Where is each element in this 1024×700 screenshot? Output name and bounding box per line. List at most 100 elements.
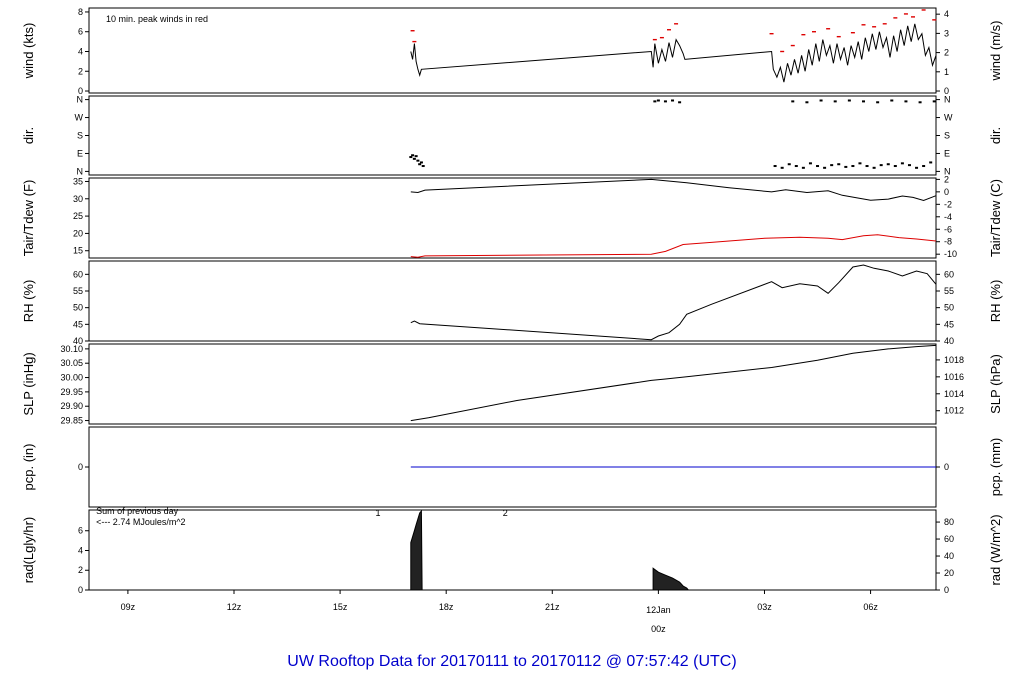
x-tick-label: 12z (227, 602, 242, 612)
y-tick-label: 25 (73, 211, 83, 221)
y-right-tick-label: 40 (944, 336, 954, 346)
direction-point (663, 100, 667, 103)
y-tick-label: 2 (78, 66, 83, 76)
direction-point (918, 101, 922, 104)
y-axis-label-right: pcp. (mm) (988, 438, 1003, 497)
x-tick-label: 15z (333, 602, 348, 612)
y-right-tick-label: 1012 (944, 406, 964, 416)
y-right-tick-label: -6 (944, 224, 952, 234)
y-tick-label: 55 (73, 286, 83, 296)
panel-frame (88, 509, 937, 591)
y-right-tick-label: 1016 (944, 372, 964, 382)
x-tick-label: 18z (439, 602, 454, 612)
x-axis: 09z 12z 15z 18z 21z 03z 06z 12Jan 00z (121, 590, 878, 634)
series-line-data (410, 23, 937, 83)
y-tick-label: S (77, 131, 83, 141)
direction-point (794, 165, 798, 168)
x-tick-label: 09z (121, 602, 136, 612)
direction-point (411, 154, 415, 157)
y-axis-label: pcp. (in) (21, 444, 36, 491)
y-tick-label: 29.95 (60, 387, 83, 397)
day-marker-sublabel: 00z (651, 624, 666, 634)
direction-point (890, 99, 894, 102)
y-right-tick-label: 1 (944, 67, 949, 77)
day-marker-label: 12Jan (646, 605, 671, 615)
direction-point (773, 165, 777, 168)
direction-point (409, 156, 413, 159)
panel-frame (88, 7, 937, 94)
panel-4: 40 45 50 55 60 40 45 50 55 60 RH (%) RH (%) (21, 260, 1003, 346)
y-tick-label: 45 (73, 319, 83, 329)
direction-point (780, 166, 784, 169)
peak-wind-note: 10 min. peak winds in red (106, 14, 208, 24)
y-right-tick-label: -2 (944, 199, 952, 209)
panel-frame (88, 177, 937, 259)
y-tick-label: 6 (78, 27, 83, 37)
panel-frame (88, 260, 937, 342)
y-tick-label: N (77, 95, 84, 105)
radiation-annotation: <--- 2.74 MJoules/m^2 (96, 517, 186, 527)
panel-frame (88, 343, 937, 425)
y-tick-label: 2 (78, 565, 83, 575)
series-line-data (410, 264, 937, 341)
y-right-tick-label: 55 (944, 286, 954, 296)
panel-5: 29.85 29.90 29.95 30.00 30.05 30.10 1012 1014 10… (21, 343, 1003, 426)
y-axis-label: Tair/Tdew (F) (21, 180, 36, 257)
panel-3: 15 20 25 30 35 -10 -8 -6 -4 -2 0 2 Tair/Tdew (F) Tair… (21, 174, 1003, 259)
radiation-annotation: 2 (503, 508, 508, 518)
direction-point (671, 99, 675, 102)
y-tick-label: 0 (78, 462, 83, 472)
direction-point (791, 100, 795, 103)
direction-point (805, 101, 809, 104)
direction-point (830, 164, 834, 167)
direction-point (418, 163, 422, 166)
direction-point (414, 155, 418, 158)
y-axis-label-right: wind (m/s) (988, 21, 1003, 82)
direction-point (893, 165, 897, 168)
direction-point (900, 162, 904, 165)
y-right-tick-label: -10 (944, 249, 957, 259)
panel-frame (88, 95, 937, 176)
y-right-tick-label: 3 (944, 28, 949, 38)
direction-point (419, 161, 423, 164)
direction-point (808, 162, 812, 165)
direction-point (819, 99, 823, 102)
y-right-tick-label: 1018 (944, 355, 964, 365)
y-right-tick-label: W (944, 113, 953, 123)
direction-point (801, 166, 805, 169)
y-right-tick-label: S (944, 131, 950, 141)
direction-point (653, 100, 657, 103)
x-tick-label: 03z (757, 602, 772, 612)
y-axis-label: rad(Lgly/hr) (21, 517, 36, 583)
y-right-tick-label: 50 (944, 303, 954, 313)
y-right-tick-label: 45 (944, 319, 954, 329)
y-tick-label: 30.10 (60, 344, 83, 354)
chart-title: UW Rooftop Data for 20170111 to 20170112… (287, 653, 736, 670)
y-axis-label: dir. (21, 127, 36, 144)
direction-point (929, 161, 933, 164)
direction-point (879, 164, 883, 167)
y-tick-label: 50 (73, 303, 83, 313)
y-axis-label-right: rad (W/m^2) (988, 514, 1003, 585)
y-right-tick-label: 40 (944, 551, 954, 561)
y-tick-label: 29.90 (60, 401, 83, 411)
y-tick-label: 6 (78, 526, 83, 536)
radiation-annotation: 1 (375, 508, 380, 518)
y-axis-label-right: RH (%) (988, 280, 1003, 323)
direction-point (412, 157, 416, 160)
y-tick-label: 0 (78, 585, 83, 595)
direction-point (421, 165, 425, 168)
direction-point (847, 99, 851, 102)
y-axis-label-right: Tair/Tdew (C) (988, 179, 1003, 257)
y-right-tick-label: 1014 (944, 389, 964, 399)
y-right-tick-label: 20 (944, 568, 954, 578)
y-tick-label: 40 (73, 336, 83, 346)
y-right-tick-label: N (944, 166, 951, 176)
x-tick-label: 21z (545, 602, 560, 612)
y-right-tick-label: 0 (944, 187, 949, 197)
y-right-tick-label: 2 (944, 48, 949, 58)
series-line-tdew (410, 234, 937, 258)
direction-point (915, 166, 919, 169)
